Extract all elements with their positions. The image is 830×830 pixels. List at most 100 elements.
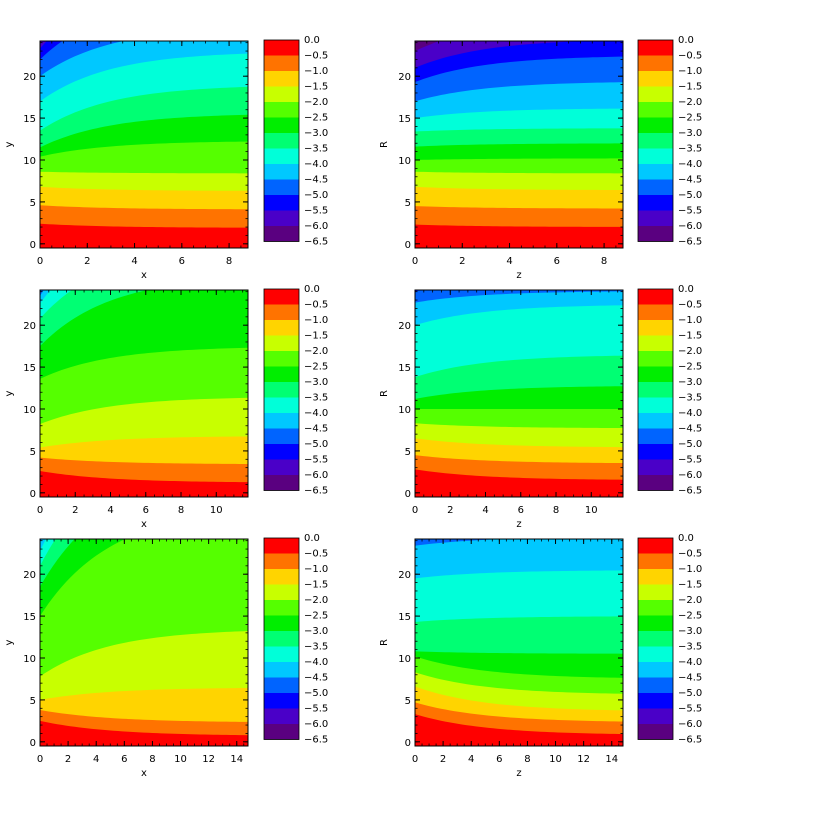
colorbar-swatch (638, 382, 673, 398)
colorbar-swatch (638, 55, 673, 71)
colorbar-swatch (264, 117, 299, 133)
contour-band-9 (415, 539, 623, 546)
plot-frame (39, 289, 249, 498)
colorbar-swatch (264, 71, 299, 87)
x-axis-label: z (516, 519, 521, 530)
colorbar-label: −4.5 (678, 175, 702, 186)
colorbar-label: −2.5 (304, 611, 328, 622)
colorbar-swatch (638, 662, 673, 678)
x-tick-label: 4 (107, 505, 113, 516)
colorbar-swatch (638, 397, 673, 413)
y-tick-label: 10 (23, 405, 36, 416)
y-axis-label: y (4, 639, 15, 645)
colorbar-swatch (264, 428, 299, 444)
colorbar-swatch (638, 693, 673, 709)
colorbar-label: −3.5 (678, 144, 702, 155)
colorbar-swatch (264, 413, 299, 429)
colorbar-swatch (638, 708, 673, 724)
x-tick-label: 8 (601, 256, 607, 267)
x-tick-label: 6 (518, 505, 524, 516)
colorbar-label: −1.0 (304, 315, 328, 326)
colorbar: 0.0 −0.5 −1.0 −1.5 −2.0 −2.5 −3.0 −3.5 −4.0 −4.5 −… (263, 533, 328, 746)
colorbar-swatch (638, 133, 673, 149)
colorbar-label: −3.0 (304, 377, 328, 388)
y-tick-label: 0 (405, 489, 411, 500)
colorbar-label: −4.5 (304, 673, 328, 684)
contour-panel-3: 0 2 4 6 8 10 0 5 10 15 20 x y 0.0 −0.5 −1.0 −1.5 −2.0 −2.5… (4, 284, 328, 530)
y-tick-label: 5 (405, 696, 411, 707)
y-tick-label: 15 (23, 114, 36, 125)
colorbar-label: −2.0 (304, 97, 328, 108)
colorbar-label: −6.0 (678, 221, 702, 232)
colorbar: 0.0 −0.5 −1.0 −1.5 −2.0 −2.5 −3.0 −3.5 −4.0 −4.5 −… (263, 284, 328, 497)
colorbar-label: −2.5 (304, 113, 328, 124)
colorbar-swatch (638, 351, 673, 367)
y-tick-label: 10 (398, 654, 411, 665)
colorbar-label: −1.0 (678, 564, 702, 575)
y-tick-label: 15 (398, 114, 411, 125)
colorbar-swatch (264, 538, 299, 554)
x-tick-label: 8 (178, 505, 184, 516)
colorbar-swatch (264, 210, 299, 226)
colorbar-swatch (264, 335, 299, 351)
colorbar-swatch (638, 179, 673, 195)
x-tick-label: 12 (577, 754, 590, 765)
colorbar-swatch (264, 195, 299, 211)
colorbar-swatch (264, 133, 299, 149)
colorbar-swatch (638, 615, 673, 631)
x-axis-label: z (516, 768, 521, 779)
colorbar-label: −3.0 (678, 128, 702, 139)
y-tick-label: 0 (405, 738, 411, 749)
colorbar-swatch (264, 226, 299, 242)
colorbar-swatch (638, 724, 673, 740)
colorbar-swatch (638, 226, 673, 242)
contour-panel-5: 0 2 4 6 8 10 12 14 0 5 10 15 20 x y 0.0 −0.5 −1.0 −1.5 −2.0… (4, 533, 328, 779)
colorbar-swatch (638, 164, 673, 180)
contour-panel-2: 0 2 4 6 8 0 5 10 15 20 z R 0.0 −0.5 −1.0 −1.5 −2.0 −2.5 −3… (379, 35, 702, 281)
colorbar-swatch (264, 475, 299, 491)
plot-frame (414, 289, 624, 498)
y-tick-label: 0 (30, 738, 36, 749)
contour-band-4 (40, 539, 248, 677)
colorbar-label: −4.0 (678, 657, 702, 668)
colorbar-label: −5.0 (678, 688, 702, 699)
colorbar-label: −1.5 (678, 331, 702, 342)
colorbar-swatch (264, 55, 299, 71)
colorbar-swatch (264, 553, 299, 569)
colorbar: 0.0 −0.5 −1.0 −1.5 −2.0 −2.5 −3.0 −3.5 −4.0 −4.5 −… (263, 35, 328, 248)
colorbar-swatch (638, 117, 673, 133)
colorbar-label: −3.0 (304, 626, 328, 637)
x-tick-label: 0 (412, 505, 418, 516)
x-tick-label: 2 (447, 505, 453, 516)
x-tick-label: 6 (554, 256, 560, 267)
colorbar-swatch (638, 210, 673, 226)
contour-band-8 (415, 539, 623, 579)
colorbar-swatch (264, 320, 299, 336)
colorbar-label: −5.5 (304, 206, 328, 217)
colorbar-label: −4.0 (678, 408, 702, 419)
x-tick-label: 14 (230, 754, 243, 765)
colorbar-swatch (264, 459, 299, 475)
colorbar-label: −2.0 (304, 595, 328, 606)
x-tick-label: 4 (482, 505, 488, 516)
colorbar-label: −4.0 (304, 657, 328, 668)
colorbar-label: −0.5 (304, 549, 328, 560)
contour-band-9 (415, 290, 623, 303)
y-tick-label: 20 (23, 321, 36, 332)
colorbar-swatch (264, 600, 299, 616)
colorbar-swatch (638, 366, 673, 382)
x-tick-label: 4 (506, 256, 512, 267)
colorbar-label: −6.0 (678, 470, 702, 481)
colorbar-swatch (264, 677, 299, 693)
contour-band-7 (40, 290, 248, 319)
colorbar-label: 0.0 (678, 35, 694, 46)
colorbar-label: −5.0 (678, 190, 702, 201)
colorbar-label: −5.0 (304, 688, 328, 699)
colorbar-label: −2.5 (678, 362, 702, 373)
x-tick-label: 10 (210, 505, 223, 516)
colorbar-label: −6.5 (678, 237, 702, 248)
x-axis-label: x (141, 519, 147, 530)
colorbar-label: −6.0 (304, 719, 328, 730)
colorbar-label: 0.0 (678, 284, 694, 295)
